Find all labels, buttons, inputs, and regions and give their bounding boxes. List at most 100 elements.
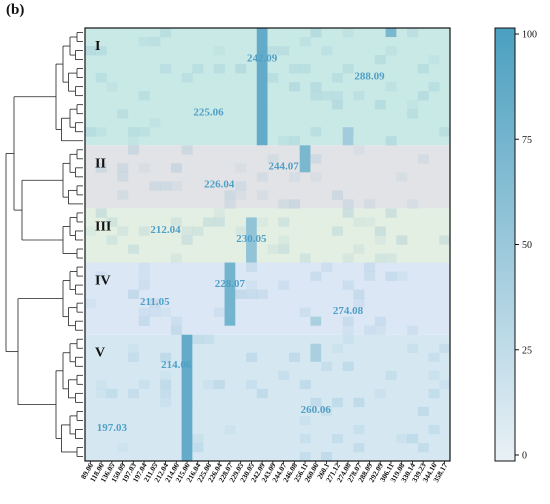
heatmap-cell	[342, 64, 354, 74]
heatmap-cell	[213, 217, 225, 227]
heatmap-cell	[117, 190, 129, 200]
heatmap-cell	[278, 370, 290, 381]
heatmap-cell	[342, 280, 354, 290]
heatmap-cell	[428, 55, 440, 65]
heatmap-cell	[428, 388, 440, 399]
heatmap-cell	[407, 433, 419, 444]
heatmap-cell	[278, 244, 290, 254]
heatmap-cell	[364, 271, 376, 281]
heatmap-cell	[417, 64, 429, 74]
heatmap-cell	[439, 127, 451, 137]
heatmap-cell	[353, 442, 365, 453]
heatmap-cell	[138, 262, 150, 272]
heatmap-cell	[117, 109, 129, 119]
heatmap-cell	[181, 226, 193, 236]
heatmap-cell	[428, 352, 440, 363]
heatmap-cell	[342, 361, 354, 372]
heatmap-cell	[256, 388, 268, 399]
heatmap-cell	[256, 217, 268, 227]
heatmap-cell	[321, 262, 333, 272]
heatmap-cell	[170, 181, 182, 191]
cluster-band	[85, 262, 450, 335]
heatmap-cell	[342, 28, 354, 38]
heatmap-cell	[428, 424, 440, 435]
heatmap-cell	[224, 424, 236, 435]
heatmap-cell	[321, 406, 333, 417]
heatmap-cell	[267, 244, 279, 254]
heatmap-cell	[331, 397, 343, 408]
heatmap-cell	[288, 352, 301, 363]
heatmap-cell	[364, 217, 376, 227]
peak-annotation: 211.05	[140, 296, 170, 308]
heatmap-cell	[117, 226, 129, 236]
heatmap-cell	[428, 82, 440, 92]
heatmap-frame	[84, 27, 451, 462]
heatmap-cell	[342, 325, 354, 336]
heatmap-cell	[224, 199, 236, 209]
cluster-label: IV	[95, 274, 111, 289]
heatmap-cell	[106, 82, 118, 92]
heatmap-cell	[106, 217, 118, 227]
heatmap-cell	[138, 91, 150, 101]
heatmap-cell	[278, 136, 290, 146]
heatmap-cell	[85, 226, 97, 236]
heatmap-cell	[160, 181, 172, 191]
colorbar-tick-label: 50	[522, 240, 532, 251]
heatmap-cell	[364, 199, 376, 209]
heatmap-cell	[127, 136, 139, 146]
heatmap-cell	[407, 343, 419, 354]
heatmap-cell	[299, 64, 311, 74]
heatmap-cell	[374, 235, 386, 245]
heatmap-cell	[299, 433, 311, 444]
heatmap-cell	[192, 442, 204, 453]
heatmap-cell	[181, 73, 193, 83]
colorbar-tick-label: 75	[522, 135, 532, 146]
heatmap-cell	[310, 397, 322, 408]
cluster-band	[85, 208, 450, 263]
heatmap-cell	[138, 379, 150, 390]
heatmap-cell	[95, 208, 107, 218]
peak-annotation: 242.09	[247, 52, 278, 64]
heatmap-cell	[160, 388, 172, 399]
heatmap-cell	[288, 199, 301, 209]
heatmap-cell	[299, 307, 311, 317]
heatmap-cell	[278, 217, 290, 227]
heatmap-cell	[342, 199, 354, 209]
heatmap-cell	[203, 334, 215, 345]
heatmap-cell	[138, 163, 150, 173]
heatmap-cell	[213, 208, 225, 218]
heatmap-cell	[117, 442, 129, 453]
heatmap-cell	[288, 82, 301, 92]
heatmap-cell	[138, 226, 150, 236]
heatmap-cell	[213, 307, 225, 317]
heatmap-cell	[374, 325, 386, 336]
peak-annotation: 214.06	[161, 359, 192, 371]
heatmap-cell	[235, 64, 247, 74]
heatmap-cell	[299, 253, 311, 263]
heatmap-cell	[235, 190, 247, 200]
peak-annotation: 288.09	[354, 70, 385, 82]
heatmap-cell	[138, 127, 150, 137]
heatmap-cell	[138, 37, 150, 47]
heatmap-cell	[407, 28, 419, 38]
heatmap-cell	[310, 271, 322, 281]
heatmap-cell	[95, 73, 107, 83]
heatmap-cell	[235, 289, 247, 299]
heatmap-cell	[353, 145, 365, 155]
heatmap-cell	[439, 379, 451, 390]
heatmap-cell	[170, 163, 182, 173]
heatmap-cell	[106, 235, 118, 245]
heatmap-cell	[160, 370, 172, 381]
heatmap-cell	[288, 64, 301, 74]
heatmap-cell	[288, 136, 301, 146]
heatmap-cell	[246, 280, 258, 290]
heatmap-cell	[95, 127, 107, 137]
heatmap-cell	[85, 298, 97, 308]
cluster-label: I	[95, 39, 100, 54]
heatmap-cell-high	[224, 262, 236, 326]
colorbar-tick-label: 0	[522, 451, 527, 462]
heatmap-cell	[149, 298, 161, 308]
heatmap-cell	[203, 379, 215, 390]
heatmap-cell	[181, 145, 193, 155]
heatmap-cell	[321, 361, 333, 372]
